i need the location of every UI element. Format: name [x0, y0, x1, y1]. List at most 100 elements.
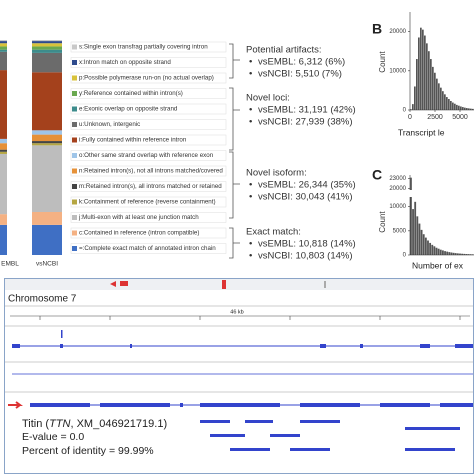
- x-tick-label: 2500: [427, 114, 443, 121]
- histogram-bar: [450, 252, 453, 255]
- bar-segment: [0, 40, 7, 42]
- histogram-bar: [470, 108, 472, 110]
- histogram-bar: [422, 29, 424, 110]
- histogram-bar: [412, 104, 414, 110]
- x-axis-label: Transcript le: [398, 127, 445, 137]
- locus-marker: [222, 280, 226, 289]
- x-tick-label: 0: [408, 114, 412, 121]
- histogram-bar: [456, 104, 458, 110]
- annotation-line: vsEMBL: 26,344 (35%): [258, 180, 356, 191]
- annotation-heading: Potential artifacts:: [246, 45, 322, 56]
- bar-segment: [32, 224, 62, 255]
- legend-swatch: [72, 75, 77, 81]
- bracket: [229, 151, 240, 219]
- histogram-bar: [414, 86, 416, 110]
- legend-entry: k:Containment of reference (reverse cont…: [79, 199, 216, 206]
- annotation-line: vsEMBL: 6,312 (6%): [258, 57, 345, 68]
- bracket: [229, 87, 240, 151]
- bar-segment: [32, 143, 62, 146]
- histogram-bar: [458, 105, 460, 110]
- legend-entry: c:Contained in reference (intron compati…: [79, 230, 199, 237]
- identity: Percent of identity = 99.99%: [22, 445, 154, 457]
- legend-swatch: [72, 60, 77, 65]
- legend-swatch: [72, 91, 77, 96]
- legend-swatch: [72, 230, 77, 236]
- histogram-bar: [460, 106, 462, 110]
- nav-marker[interactable]: [120, 281, 128, 286]
- histogram-bar: [444, 251, 446, 255]
- bullet: •: [249, 117, 252, 128]
- feature[interactable]: [61, 330, 63, 338]
- annotation-line: vsNCBI: 10,803 (14%): [258, 251, 353, 262]
- histogram-bar: [410, 177, 412, 190]
- histogram-bar: [420, 27, 422, 110]
- histogram-bar: [469, 254, 472, 255]
- histogram-bar: [446, 251, 449, 255]
- legend-item-box: [70, 103, 227, 115]
- bracket: [229, 227, 240, 259]
- legend-item-box: [70, 212, 227, 223]
- y-tick-label: 20000: [389, 29, 406, 35]
- y-tick-label: 0: [403, 108, 407, 114]
- legend-item-box: [70, 165, 227, 177]
- bar-segment: [32, 49, 62, 53]
- annotation-line: vsNCBI: 30,043 (41%): [258, 192, 353, 203]
- alignment-blocks: [30, 403, 473, 451]
- histogram-bar: [467, 254, 470, 255]
- histogram-bar: [446, 97, 448, 110]
- annotation-line: vsNCBI: 27,939 (38%): [258, 117, 353, 128]
- scale-label: 46 kb: [230, 309, 243, 315]
- histogram-bar: [416, 216, 419, 255]
- histogram-bar: [442, 250, 444, 255]
- histogram-bar: [418, 223, 421, 255]
- x-tick-label: vsNCBI: [36, 261, 58, 268]
- legend-item-box: [70, 181, 227, 192]
- histogram-bar: [428, 51, 430, 110]
- y-tick-label: 0: [403, 253, 407, 259]
- genome-browser: Chromosome 7 46 kb Titin (TTN, XM_046921…: [4, 278, 474, 474]
- panel-label: B: [372, 21, 382, 37]
- histogram-bar: [468, 108, 470, 110]
- bar-segment: [0, 224, 7, 255]
- histogram-bar: [437, 248, 440, 255]
- bar-segment: [32, 145, 62, 212]
- histogram-bar: [436, 78, 438, 110]
- y-axis-label: Count: [378, 211, 387, 233]
- alignment-title: Titin (TTN, XM_046921719.1): [22, 418, 167, 430]
- bar-segment: [32, 43, 62, 47]
- legend-item-box: [70, 72, 227, 84]
- legend-entry: =:Complete exact match of annotated intr…: [79, 245, 216, 252]
- histogram-bar: [420, 229, 423, 255]
- legend-swatch: [72, 122, 77, 127]
- bar-segment: [32, 72, 62, 131]
- y-tick-label: 10000: [389, 68, 406, 74]
- legend-entry: s:Single exon transfrag partially coveri…: [79, 44, 208, 51]
- bar-segment: [0, 143, 7, 150]
- legend-entry: u:Unknown, intergenic: [79, 121, 140, 128]
- bar-segment: [0, 43, 7, 47]
- histogram-bar: [452, 102, 454, 110]
- legend-item-box: [70, 41, 227, 53]
- bar-segment: [32, 40, 62, 42]
- legend-swatch: [72, 184, 77, 189]
- legend-entry: o:Other same strand overlap with referen…: [79, 152, 214, 159]
- legend-item-box: [70, 227, 227, 239]
- legend-swatch: [72, 246, 77, 251]
- chromosome-label: Chromosome 7: [8, 294, 77, 305]
- legend-swatch: [72, 137, 77, 143]
- histogram-bar: [430, 59, 432, 110]
- legend-item-box: [70, 196, 227, 208]
- bar-segment: [0, 49, 7, 52]
- bar-segment: [0, 151, 7, 154]
- y-tick-label: 5000: [393, 228, 407, 234]
- bar-segment: [0, 138, 7, 144]
- browser-frame: [4, 278, 474, 474]
- histogram-bar: [416, 59, 418, 110]
- legend-item-box: [70, 243, 227, 254]
- nav-arrow[interactable]: [110, 281, 116, 287]
- histogram-bar: [429, 242, 432, 255]
- toolbar: [5, 279, 473, 290]
- annotation-heading: Novel loci:: [246, 93, 290, 104]
- bar-segment: [32, 41, 62, 44]
